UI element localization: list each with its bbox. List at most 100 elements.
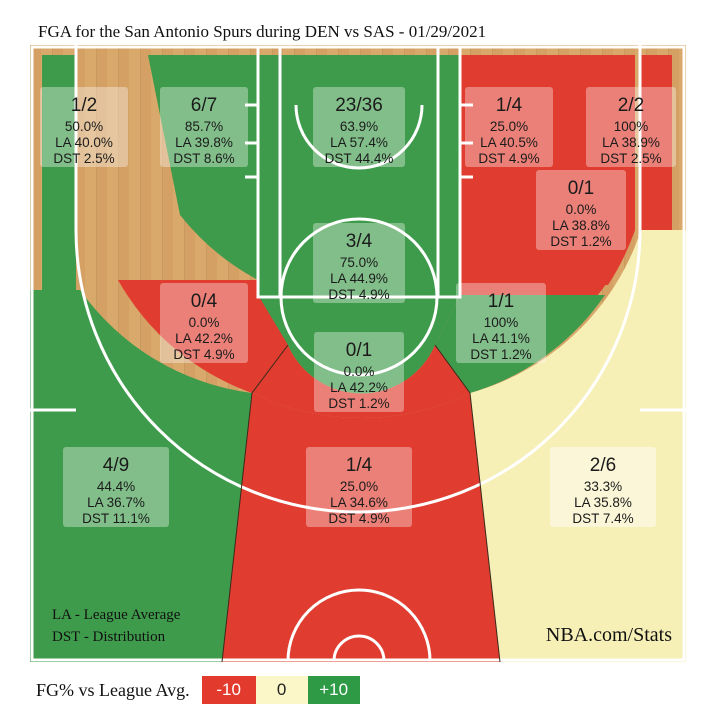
dst-note: DST - Distribution xyxy=(52,629,166,645)
zone-dst: DST 1.2% xyxy=(550,234,611,249)
zone-fraction: 2/2 xyxy=(618,95,644,116)
zone-label-right-mid-wing: 1/1 100% LA 41.1% DST 1.2% xyxy=(456,283,546,363)
zone-top-three xyxy=(222,393,500,662)
zone-right-mid-wing-deep xyxy=(460,215,635,310)
zone-la: LA 42.2% xyxy=(330,380,388,395)
court-lines xyxy=(30,45,686,662)
zone-label-right-corner-three: 2/2 100% LA 38.9% DST 2.5% xyxy=(586,87,676,167)
zone-fraction: 23/36 xyxy=(335,95,383,116)
restricted-area-arc xyxy=(294,104,424,170)
label-box xyxy=(313,87,405,167)
divider-right-three xyxy=(469,392,501,662)
label-box xyxy=(40,87,128,167)
zone-la: LA 44.9% xyxy=(330,271,388,286)
legend-neutral: 0 xyxy=(255,676,308,704)
zone-left-wing-three xyxy=(30,290,252,662)
label-box xyxy=(536,170,626,250)
zone-fg-pct: 0.0% xyxy=(344,364,375,379)
zone-label-right-mid-wing-deep: 0/1 0.0% LA 38.8% DST 1.2% xyxy=(536,170,626,250)
zone-fraction: 0/1 xyxy=(346,340,372,361)
zone-fraction: 1/4 xyxy=(346,455,373,476)
zone-fg-pct: 63.9% xyxy=(340,119,378,134)
three-point-arc xyxy=(74,229,642,514)
la-note: LA - League Average xyxy=(52,607,181,623)
zone-dst: DST 4.9% xyxy=(478,151,539,166)
zone-la: LA 57.4% xyxy=(330,135,388,150)
zone-fg-pct: 25.0% xyxy=(490,119,528,134)
zone-dst: DST 4.9% xyxy=(173,347,234,362)
label-box xyxy=(313,223,405,303)
zone-la: LA 39.8% xyxy=(175,135,233,150)
zone-la: LA 36.7% xyxy=(87,495,145,510)
label-box xyxy=(456,283,546,363)
zone-label-top-three: 1/4 25.0% LA 34.6% DST 4.9% xyxy=(306,447,412,527)
zone-la: LA 40.0% xyxy=(55,135,113,150)
zone-fg-pct: 0.0% xyxy=(566,202,597,217)
legend-positive: +10 xyxy=(307,676,360,704)
zone-right-corner-three xyxy=(640,55,672,230)
zone-fraction: 0/4 xyxy=(191,291,218,312)
divider-right-mid xyxy=(434,344,471,394)
zone-label-paint-non-ra: 3/4 75.0% LA 44.9% DST 4.9% xyxy=(313,223,405,303)
zone-dst: DST 11.1% xyxy=(82,511,150,526)
zone-fg-pct: 50.0% xyxy=(65,119,103,134)
zone-dst: DST 4.9% xyxy=(328,287,389,302)
zone-label-left-mid-baseline: 6/7 85.7% LA 39.8% DST 8.6% xyxy=(160,87,248,167)
zone-fraction: 4/9 xyxy=(103,455,129,476)
zone-top-key-mid xyxy=(252,345,470,419)
divider-left-mid xyxy=(251,344,289,394)
zone-fg-pct: 85.7% xyxy=(185,119,223,134)
zone-fg-pct: 75.0% xyxy=(340,255,378,270)
divider-left-three xyxy=(221,392,253,662)
zone-dst: DST 8.6% xyxy=(173,151,234,166)
zone-dst: DST 1.2% xyxy=(470,347,531,362)
zone-la: LA 40.5% xyxy=(480,135,538,150)
zone-labels: 1/2 50.0% LA 40.0% DST 2.5% 6/7 85.7% LA… xyxy=(40,87,676,527)
zone-left-corner-three xyxy=(42,55,76,290)
label-box xyxy=(63,447,169,527)
zone-dst: DST 4.9% xyxy=(328,511,389,526)
zone-fg-pct: 25.0% xyxy=(340,479,378,494)
zone-la: LA 34.6% xyxy=(330,495,388,510)
zone-fraction: 1/4 xyxy=(496,95,523,116)
zone-dst: DST 1.2% xyxy=(328,396,389,411)
zone-label-left-wing-three: 4/9 44.4% LA 36.7% DST 11.1% xyxy=(63,447,169,527)
zone-label-right-mid-baseline: 1/4 25.0% LA 40.5% DST 4.9% xyxy=(465,87,553,167)
zone-fraction: 2/6 xyxy=(590,455,616,476)
legend-negative: -10 xyxy=(201,676,256,704)
zone-la: LA 38.8% xyxy=(552,218,610,233)
zone-fg-pct: 0.0% xyxy=(189,315,220,330)
zone-fraction: 3/4 xyxy=(346,231,373,252)
zone-label-right-wing-three: 2/6 33.3% LA 35.8% DST 7.4% xyxy=(550,447,656,527)
source-note: NBA.com/Stats xyxy=(546,624,672,646)
zone-restricted-area xyxy=(258,55,460,326)
zone-dst: DST 44.4% xyxy=(325,151,394,166)
zone-dst: DST 2.5% xyxy=(600,151,661,166)
zone-right-wing-three xyxy=(470,230,686,662)
zone-la: LA 35.8% xyxy=(574,495,632,510)
chart-title: FGA for the San Antonio Spurs during DEN… xyxy=(38,22,487,41)
legend-label: FG% vs League Avg. xyxy=(36,679,190,700)
label-box xyxy=(314,332,404,412)
label-box xyxy=(306,447,412,527)
zone-fg-pct: 100% xyxy=(484,315,519,330)
court-svg: 1/2 50.0% LA 40.0% DST 2.5% 6/7 85.7% LA… xyxy=(30,45,686,662)
zone-dividers xyxy=(221,344,501,662)
zone-label-left-mid-wing: 0/4 0.0% LA 42.2% DST 4.9% xyxy=(160,283,248,363)
zone-la: LA 38.9% xyxy=(602,135,660,150)
color-legend: FG% vs League Avg. -10 0 +10 xyxy=(36,676,360,704)
zone-label-left-corner-three: 1/2 50.0% LA 40.0% DST 2.5% xyxy=(40,87,128,167)
zone-label-top-key-mid: 0/1 0.0% LA 42.2% DST 1.2% xyxy=(314,332,404,412)
label-box xyxy=(465,87,553,167)
free-throw-circle xyxy=(279,217,439,377)
zone-right-mid-wing xyxy=(435,295,605,393)
center-circle-outer xyxy=(286,588,432,662)
zone-fraction: 6/7 xyxy=(191,95,217,116)
zone-label-restricted-area: 23/36 63.9% LA 57.4% DST 44.4% xyxy=(313,87,405,167)
zone-fg-pct: 33.3% xyxy=(584,479,622,494)
zone-left-mid-wing xyxy=(118,280,288,393)
center-circle-inner xyxy=(332,634,386,662)
zone-fraction: 1/2 xyxy=(71,95,97,116)
zone-la: LA 42.2% xyxy=(175,331,233,346)
zone-dst: DST 7.4% xyxy=(572,511,633,526)
